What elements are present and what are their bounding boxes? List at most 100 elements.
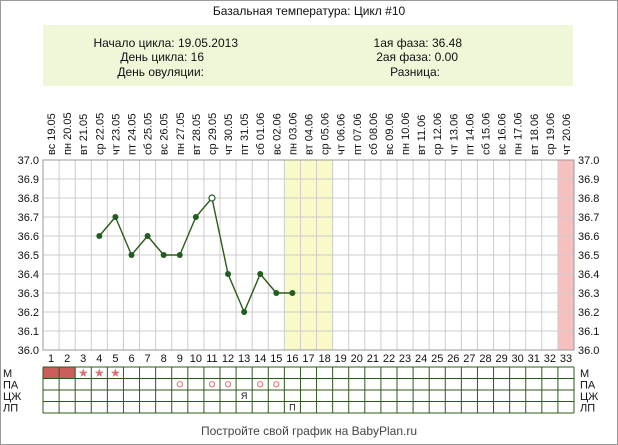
temperature-point <box>273 290 280 296</box>
day-label-12: чт 30.05 <box>223 114 235 155</box>
y-tick-label-right: 36.4 <box>578 269 599 281</box>
row-label-left: М <box>3 368 12 380</box>
ovulation-day-label: День овуляции: <box>117 65 204 79</box>
day-label-23: пн 10.06 <box>400 112 412 155</box>
day-label-4: ср 22.05 <box>94 113 106 155</box>
day-label-27: пт 14.06 <box>464 113 476 155</box>
day-number: 19 <box>335 353 347 365</box>
cycle-info-box <box>43 25 573 86</box>
day-number: 20 <box>351 353 363 365</box>
y-tick-label-right: 36.7 <box>578 212 599 224</box>
day-label-33: чт 20.06 <box>561 114 573 155</box>
row-label-right: ПА <box>580 380 596 392</box>
day-number: 15 <box>270 353 282 365</box>
temperature-point <box>176 252 183 258</box>
temperature-point <box>257 271 264 277</box>
day-label-8: вс 26.05 <box>159 113 171 155</box>
phase1-value: 36.48 <box>431 36 462 50</box>
day-number: 13 <box>238 353 250 365</box>
cycle-start-label: Начало цикла: 19.05.2013 <box>93 36 238 50</box>
y-tick-label-left: 37.0 <box>18 155 39 167</box>
day-number: 24 <box>415 353 427 365</box>
y-tick-label-right: 37.0 <box>578 155 599 167</box>
day-label-18: ср 05.06 <box>320 113 332 155</box>
menstruation-cell <box>43 367 60 379</box>
temperature-point <box>128 252 135 258</box>
day-number: 29 <box>495 353 507 365</box>
day-label-6: пт 24.05 <box>127 113 139 155</box>
phase2-label: 2ая фаза: 0.00 <box>376 50 458 64</box>
day-label-9: пн 27.05 <box>175 112 187 155</box>
day-label-28: сб 15.06 <box>481 113 493 155</box>
temperature-point <box>225 271 232 277</box>
day-label-20: пт 07.06 <box>352 113 364 155</box>
day-label-29: вс 16.06 <box>497 113 509 155</box>
phase1-label: 1ая фаза: 36.48 <box>373 36 462 50</box>
temperature-point <box>112 214 119 220</box>
y-tick-label-right: 36.5 <box>578 250 599 262</box>
y-tick-label-left: 36.2 <box>18 307 39 319</box>
day-number: 21 <box>367 353 379 365</box>
spotting-star-icon: ★ <box>78 366 89 380</box>
plot-border <box>42 159 575 351</box>
row-label-right: ЦЖ <box>580 391 598 403</box>
temperature-point <box>192 214 199 220</box>
temperature-point <box>241 309 248 315</box>
day-number: 5 <box>112 353 118 365</box>
spotting-star-icon: ★ <box>110 366 121 380</box>
day-number: 32 <box>544 353 556 365</box>
day-number: 17 <box>302 353 314 365</box>
day-label-31: вт 18.06 <box>529 114 541 155</box>
day-number: 33 <box>560 353 572 365</box>
day-number: 16 <box>286 353 298 365</box>
cycle-day-value: 16 <box>190 50 204 64</box>
day-number: 31 <box>528 353 540 365</box>
pa-circle-icon <box>208 381 216 388</box>
day-label-7: сб 25.05 <box>143 113 155 155</box>
y-tick-label-right: 36.2 <box>578 307 599 319</box>
row-label-left: ЦЖ <box>3 391 21 403</box>
temperature-point <box>289 290 296 296</box>
day-label-21: сб 08.06 <box>368 113 380 155</box>
menstruation-cell <box>59 367 76 379</box>
day-number: 9 <box>177 353 183 365</box>
day-number: 3 <box>80 353 86 365</box>
day-number: 2 <box>64 353 70 365</box>
day-number: 23 <box>399 353 411 365</box>
y-tick-label-left: 36.8 <box>18 193 39 205</box>
day-number: 7 <box>145 353 151 365</box>
chart-title: Базальная температура: Цикл #10 <box>212 4 406 18</box>
day-label-19: чт 06.06 <box>336 114 348 155</box>
y-tick-label-left: 36.9 <box>18 174 39 186</box>
y-tick-label-left: 36.1 <box>18 326 39 338</box>
row-label-right: ЛП <box>580 403 595 415</box>
lp-mark: П <box>289 403 295 413</box>
y-tick-label-right: 36.3 <box>578 288 599 300</box>
day-number: 26 <box>447 353 459 365</box>
row-label-left: ПА <box>3 380 19 392</box>
day-number: 28 <box>479 353 491 365</box>
day-label-15: вс 02.06 <box>271 113 283 155</box>
footer-link[interactable]: Постройте свой график на BabyPlan.ru <box>200 424 418 438</box>
day-label-13: пт 31.05 <box>239 113 251 155</box>
day-label-2: пн 20.05 <box>62 112 74 155</box>
day-number: 30 <box>512 353 524 365</box>
difference-label: Разница: <box>390 65 440 79</box>
phase2-value: 0.00 <box>434 50 458 64</box>
day-number: 12 <box>222 353 234 365</box>
y-tick-label-left: 36.7 <box>18 212 39 224</box>
day-number: 22 <box>383 353 395 365</box>
cycle-start-value: 19.05.2013 <box>177 36 238 50</box>
y-tick-label-left: 36.3 <box>18 288 39 300</box>
row-label-left: ЛП <box>3 403 18 415</box>
day-number: 25 <box>431 353 443 365</box>
temperature-point-hollow <box>208 194 216 202</box>
y-tick-label-right: 36.1 <box>578 326 599 338</box>
day-number: 18 <box>318 353 330 365</box>
y-tick-label-right: 36.6 <box>578 231 599 243</box>
day-number: 1 <box>48 353 54 365</box>
pa-circle-icon <box>273 381 280 388</box>
day-label-3: вт 21.05 <box>78 114 90 155</box>
temperature-point <box>160 252 167 258</box>
